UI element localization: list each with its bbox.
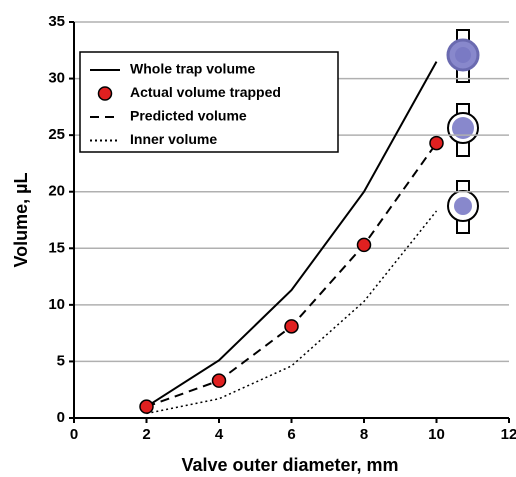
data-line <box>145 61 438 408</box>
data-point <box>139 399 154 414</box>
x-tick-label: 2 <box>142 426 150 443</box>
y-tick-label: 15 <box>48 239 65 256</box>
legend-label: Whole trap volume <box>130 61 255 77</box>
y-tick-label: 5 <box>57 352 65 369</box>
x-tick-label: 12 <box>501 426 516 443</box>
y-tick-label: 25 <box>48 126 65 143</box>
legend-label: Actual volume trapped <box>130 84 281 100</box>
data-point <box>429 135 444 151</box>
data-point <box>284 319 299 334</box>
data-line <box>146 142 438 408</box>
x-tick-label: 8 <box>360 426 368 443</box>
x-tick-label: 6 <box>287 426 295 443</box>
x-tick-label: 0 <box>70 426 78 443</box>
valve-icons <box>446 29 480 234</box>
data-point <box>211 373 227 388</box>
legend: Whole trap volume Actual volume trapped Pr… <box>79 51 339 153</box>
y-tick-label: 30 <box>48 70 65 87</box>
y-tick-label: 35 <box>48 13 65 30</box>
legend-label: Predicted volume <box>130 108 247 124</box>
data-line <box>146 210 438 415</box>
x-tick-label: 4 <box>215 426 224 443</box>
legend-label: Inner volume <box>130 131 217 147</box>
x-tick-label: 10 <box>428 426 445 443</box>
y-tick-label: 0 <box>57 409 65 426</box>
x-axis-title: Valve outer diameter, mm <box>181 455 398 475</box>
y-tick-label: 10 <box>48 296 65 313</box>
y-tick-label: 20 <box>48 183 65 200</box>
y-axis-title: Volume, µL <box>11 172 31 267</box>
legend-box <box>79 51 339 153</box>
data-point <box>356 237 372 253</box>
legend-marker <box>97 86 113 101</box>
